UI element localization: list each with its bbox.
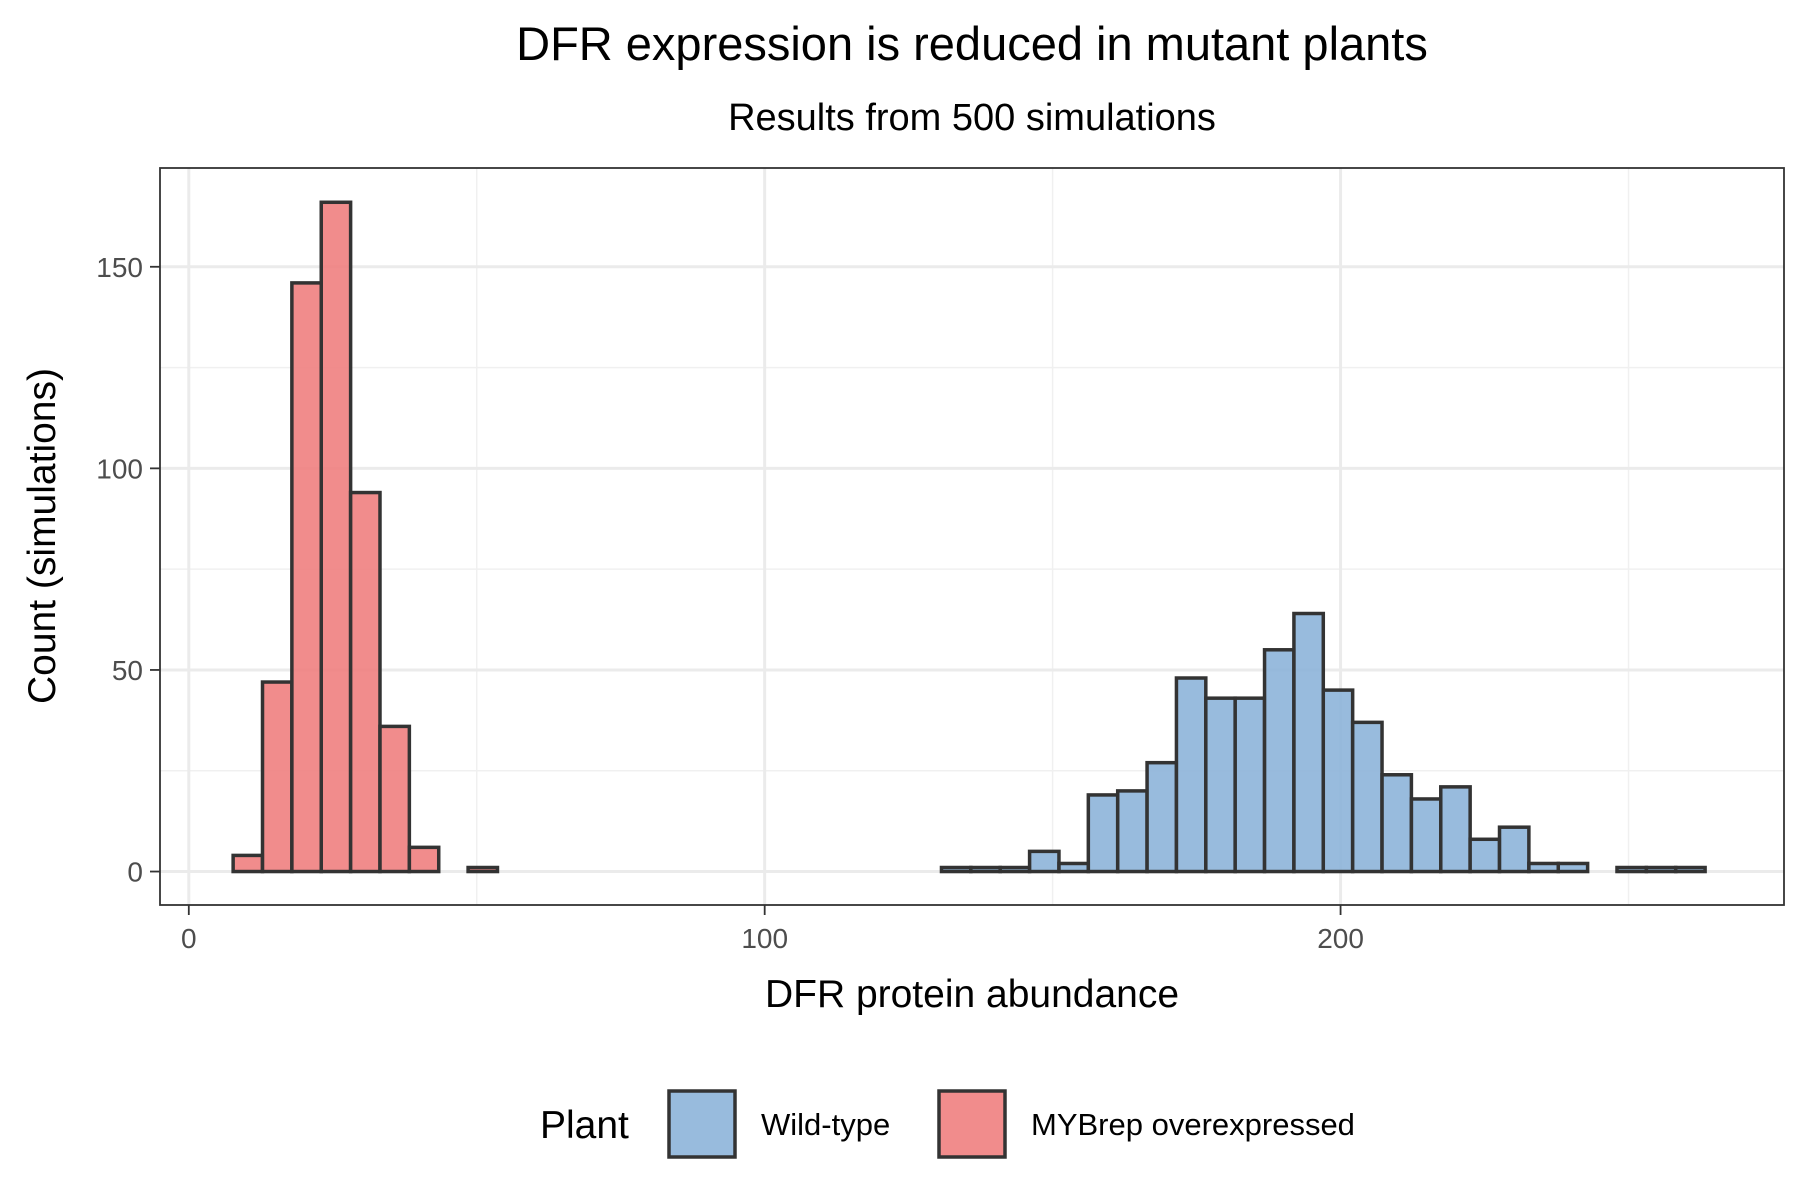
y-axis-title: Count (simulations) — [21, 368, 64, 704]
bar-mybrep-overexpressed — [319, 200, 353, 874]
bar-wild-type — [1057, 861, 1091, 874]
bar-wild-type — [1409, 797, 1443, 874]
bar-mybrep-overexpressed — [407, 845, 441, 874]
bar-wild-type — [1497, 825, 1531, 874]
legend-label-wild-type: Wild-type — [761, 1107, 890, 1142]
bar-wild-type — [1204, 696, 1237, 874]
bar-mybrep-overexpressed — [231, 853, 265, 874]
bar-wild-type — [1556, 861, 1590, 874]
bar-wild-type — [1350, 720, 1384, 874]
legend-title: Plant — [540, 1104, 629, 1147]
bar-wild-type — [1262, 648, 1296, 874]
bar-wild-type — [1321, 688, 1355, 874]
bar-mybrep-overexpressed — [260, 680, 294, 874]
plot-panel-border — [159, 167, 1785, 906]
x-tick-label: 100 — [741, 923, 788, 954]
bar-wild-type — [1439, 785, 1472, 874]
bar-wild-type — [1174, 676, 1208, 874]
chart-title: DFR expression is reduced in mutant plan… — [516, 17, 1428, 70]
x-tick-label: 0 — [181, 923, 197, 954]
plot-panel-background — [160, 168, 1784, 905]
legend-item-mybrep-overexpressed: MYBrep overexpressed — [937, 1089, 1355, 1159]
chart-subtitle: Results from 500 simulations — [728, 97, 1216, 139]
bar-mybrep-overexpressed — [348, 490, 382, 874]
bar-wild-type — [1380, 773, 1414, 874]
bar-mybrep-overexpressed — [466, 865, 500, 874]
histogram-bars — [231, 200, 1707, 874]
bar-mybrep-overexpressed — [290, 281, 323, 874]
bar-wild-type — [1145, 760, 1179, 874]
legend-key-wild-type — [667, 1089, 737, 1159]
bar-wild-type — [1115, 789, 1149, 874]
bar-wild-type — [969, 865, 1002, 874]
legend-item-wild-type: Wild-type — [667, 1089, 890, 1159]
bar-wild-type — [998, 865, 1032, 874]
bar-wild-type — [1673, 865, 1707, 874]
bar-wild-type — [1233, 696, 1267, 874]
legend: Plant Wild-type MYBrep overexpressed — [540, 1089, 1355, 1159]
legend-label-mybrep-overexpressed: MYBrep overexpressed — [1031, 1107, 1355, 1142]
y-tick-label: 100 — [96, 453, 143, 484]
bar-mybrep-overexpressed — [378, 724, 412, 874]
bar-wild-type — [1615, 865, 1649, 874]
bar-wild-type — [1468, 837, 1502, 874]
legend-key-mybrep-overexpressed — [937, 1089, 1007, 1159]
bar-wild-type — [1292, 611, 1326, 874]
bar-wild-type — [1027, 849, 1061, 874]
bar-wild-type — [1644, 865, 1678, 874]
axis-ticks: 0 100 200 0 50 100 150 — [96, 252, 1364, 954]
bar-wild-type — [1527, 861, 1561, 874]
x-tick-label: 200 — [1317, 923, 1364, 954]
y-tick-label: 0 — [127, 857, 143, 888]
bar-wild-type — [1086, 793, 1120, 874]
bar-wild-type — [939, 865, 973, 874]
x-axis-title: DFR protein abundance — [765, 973, 1179, 1016]
y-tick-label: 150 — [96, 252, 143, 283]
y-tick-label: 50 — [112, 655, 143, 686]
